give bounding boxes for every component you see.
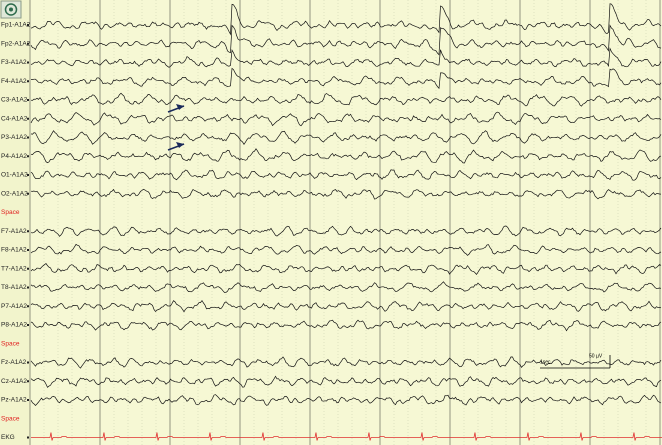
eeg-trace — [30, 169, 662, 181]
eeg-trace — [30, 243, 662, 256]
channel-label: O1-A1A2 — [1, 172, 28, 179]
time-label: 1sec — [540, 359, 551, 365]
channel-marker — [27, 80, 29, 83]
channel-label: T8-A1A2 — [1, 284, 27, 291]
eeg-trace — [30, 319, 662, 332]
toolbar-icon[interactable] — [0, 0, 22, 19]
eeg-trace — [30, 92, 662, 107]
grid — [29, 0, 661, 445]
channel-label: Fp2-A1A2 — [1, 40, 31, 47]
eeg-trace — [30, 3, 662, 36]
eeg-trace — [30, 356, 662, 369]
channel-label: F8-A1A2 — [1, 247, 27, 254]
channel-label: Fp1-A1A2 — [1, 22, 31, 29]
channel-marker — [27, 267, 29, 270]
icon-dot[interactable] — [9, 7, 13, 12]
channel-label: Fz-A1A2 — [1, 359, 27, 366]
channel-marker — [27, 324, 29, 326]
channel-label: F4-A1A2 — [1, 78, 27, 85]
eeg-trace — [30, 299, 662, 313]
channel-marker — [27, 99, 29, 101]
channel-marker — [27, 42, 29, 45]
channel-marker — [27, 399, 29, 401]
channel-label: P3-A1A2 — [1, 134, 27, 141]
icon-ring[interactable] — [4, 3, 18, 16]
channel-label: F7-A1A2 — [1, 228, 27, 235]
channel-marker — [27, 192, 29, 195]
label-column — [0, 0, 30, 445]
channel-label: C4-A1A2 — [1, 115, 28, 122]
channel-marker — [27, 286, 29, 289]
channel-label: P7-A1A2 — [1, 303, 27, 310]
channel-marker — [27, 61, 29, 64]
eeg-trace — [30, 148, 662, 164]
channel-marker — [27, 249, 29, 251]
channel-marker — [27, 380, 29, 383]
eeg-trace — [30, 394, 662, 407]
arrow-head — [176, 104, 184, 110]
eeg-trace — [30, 262, 662, 275]
channel-marker — [27, 305, 29, 308]
channel-marker — [27, 436, 29, 439]
traces — [30, 3, 662, 441]
channel-marker — [27, 155, 29, 158]
channel-marker — [27, 136, 29, 139]
eeg-trace — [30, 188, 662, 200]
eeg-trace — [30, 375, 662, 388]
channel-label: C3-A1A2 — [1, 97, 28, 104]
arrows — [167, 104, 185, 151]
channel-label: O2-A1A2 — [1, 190, 28, 197]
channel-label: T7-A1A2 — [1, 265, 27, 272]
channel-label: P4-A1A2 — [1, 153, 27, 160]
amplitude-label: 50 µV — [589, 353, 603, 359]
eeg-trace — [30, 281, 662, 293]
channel-label: Space — [1, 415, 20, 422]
channel-label: F3-A1A2 — [1, 59, 27, 66]
eeg-trace — [30, 47, 662, 68]
ekg-trace — [31, 432, 662, 441]
channel-label: Pz-A1A2 — [1, 397, 27, 404]
channel-marker — [27, 24, 29, 26]
channel-marker — [27, 117, 29, 120]
channel-label: P8-A1A2 — [1, 322, 27, 329]
scale-bar: 50 µV 1sec — [540, 353, 611, 369]
eeg-trace — [30, 130, 662, 145]
arrow-head — [176, 142, 184, 148]
channel-marker — [27, 230, 29, 233]
channel-label: Space — [1, 340, 20, 347]
channel-label: EKG — [1, 434, 15, 441]
eeg-trace — [30, 67, 662, 90]
eeg-trace — [30, 24, 662, 56]
channel-label: Cz-A1A2 — [1, 378, 27, 385]
channel-marker — [27, 174, 29, 176]
eeg-trace — [30, 111, 662, 127]
eeg-trace — [30, 225, 662, 237]
channel-label: Space — [1, 209, 20, 216]
channel-marker — [27, 361, 29, 364]
